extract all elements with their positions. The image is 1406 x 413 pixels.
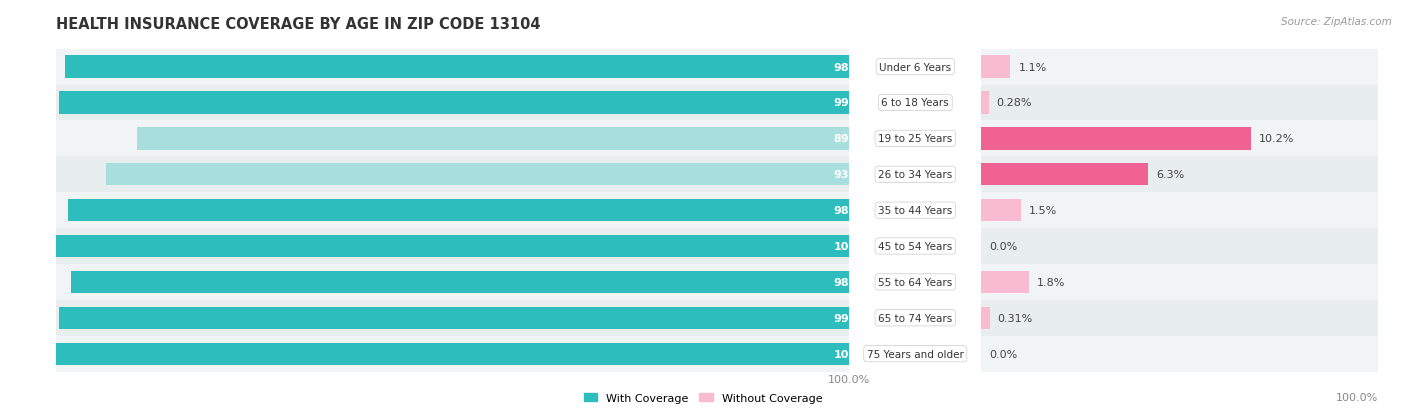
Bar <box>56 121 849 157</box>
Text: Under 6 Years: Under 6 Years <box>879 62 952 72</box>
Text: 45 to 54 Years: 45 to 54 Years <box>879 242 952 252</box>
Text: 98.9%: 98.9% <box>834 62 872 72</box>
Bar <box>56 235 849 258</box>
Text: 10.2%: 10.2% <box>1258 134 1295 144</box>
Bar <box>56 336 849 372</box>
Bar <box>981 228 1378 264</box>
Bar <box>56 157 849 193</box>
Text: 6 to 18 Years: 6 to 18 Years <box>882 98 949 108</box>
Text: 75 Years and older: 75 Years and older <box>868 349 963 359</box>
Bar <box>56 264 849 300</box>
Text: 99.7%: 99.7% <box>834 98 872 108</box>
Bar <box>56 228 849 264</box>
Text: 93.7%: 93.7% <box>834 170 872 180</box>
Bar <box>981 85 1378 121</box>
Bar <box>981 128 1251 150</box>
Bar <box>981 92 988 114</box>
Text: 98.5%: 98.5% <box>834 206 872 216</box>
Text: 0.0%: 0.0% <box>990 242 1018 252</box>
Bar <box>981 300 1378 336</box>
Text: 6.3%: 6.3% <box>1156 170 1184 180</box>
Text: 19 to 25 Years: 19 to 25 Years <box>879 134 952 144</box>
Bar <box>138 128 849 150</box>
Legend: With Coverage, Without Coverage: With Coverage, Without Coverage <box>579 389 827 408</box>
Text: 55 to 64 Years: 55 to 64 Years <box>879 277 952 287</box>
Bar <box>56 343 849 365</box>
Bar <box>981 199 1021 222</box>
Text: 0.31%: 0.31% <box>997 313 1033 323</box>
Bar <box>981 121 1378 157</box>
Bar <box>67 199 849 222</box>
Bar <box>981 307 990 329</box>
Text: 100.0%: 100.0% <box>1336 392 1378 402</box>
Bar <box>981 56 1011 78</box>
Text: 89.8%: 89.8% <box>834 134 872 144</box>
Bar <box>981 164 1147 186</box>
Text: 65 to 74 Years: 65 to 74 Years <box>879 313 952 323</box>
Bar <box>981 193 1378 228</box>
Text: Source: ZipAtlas.com: Source: ZipAtlas.com <box>1281 17 1392 26</box>
Bar <box>70 271 849 293</box>
Bar <box>59 92 849 114</box>
Bar <box>59 307 849 329</box>
Bar <box>981 157 1378 193</box>
Text: 1.5%: 1.5% <box>1029 206 1057 216</box>
Bar <box>56 300 849 336</box>
Text: 1.8%: 1.8% <box>1036 277 1066 287</box>
Bar <box>65 56 849 78</box>
Text: 0.28%: 0.28% <box>997 98 1032 108</box>
Text: 1.1%: 1.1% <box>1018 62 1046 72</box>
Text: 35 to 44 Years: 35 to 44 Years <box>879 206 952 216</box>
Bar <box>981 336 1378 372</box>
Bar <box>107 164 849 186</box>
Text: 26 to 34 Years: 26 to 34 Years <box>879 170 952 180</box>
Bar <box>981 264 1378 300</box>
Text: 98.2%: 98.2% <box>834 277 872 287</box>
Text: HEALTH INSURANCE COVERAGE BY AGE IN ZIP CODE 13104: HEALTH INSURANCE COVERAGE BY AGE IN ZIP … <box>56 17 541 31</box>
Bar <box>981 50 1378 85</box>
Bar <box>981 271 1029 293</box>
Bar <box>56 193 849 228</box>
Text: 100.0%: 100.0% <box>834 349 879 359</box>
Bar <box>56 85 849 121</box>
Text: 99.7%: 99.7% <box>834 313 872 323</box>
Bar <box>56 50 849 85</box>
Text: 0.0%: 0.0% <box>990 349 1018 359</box>
Text: 100.0%: 100.0% <box>834 242 879 252</box>
